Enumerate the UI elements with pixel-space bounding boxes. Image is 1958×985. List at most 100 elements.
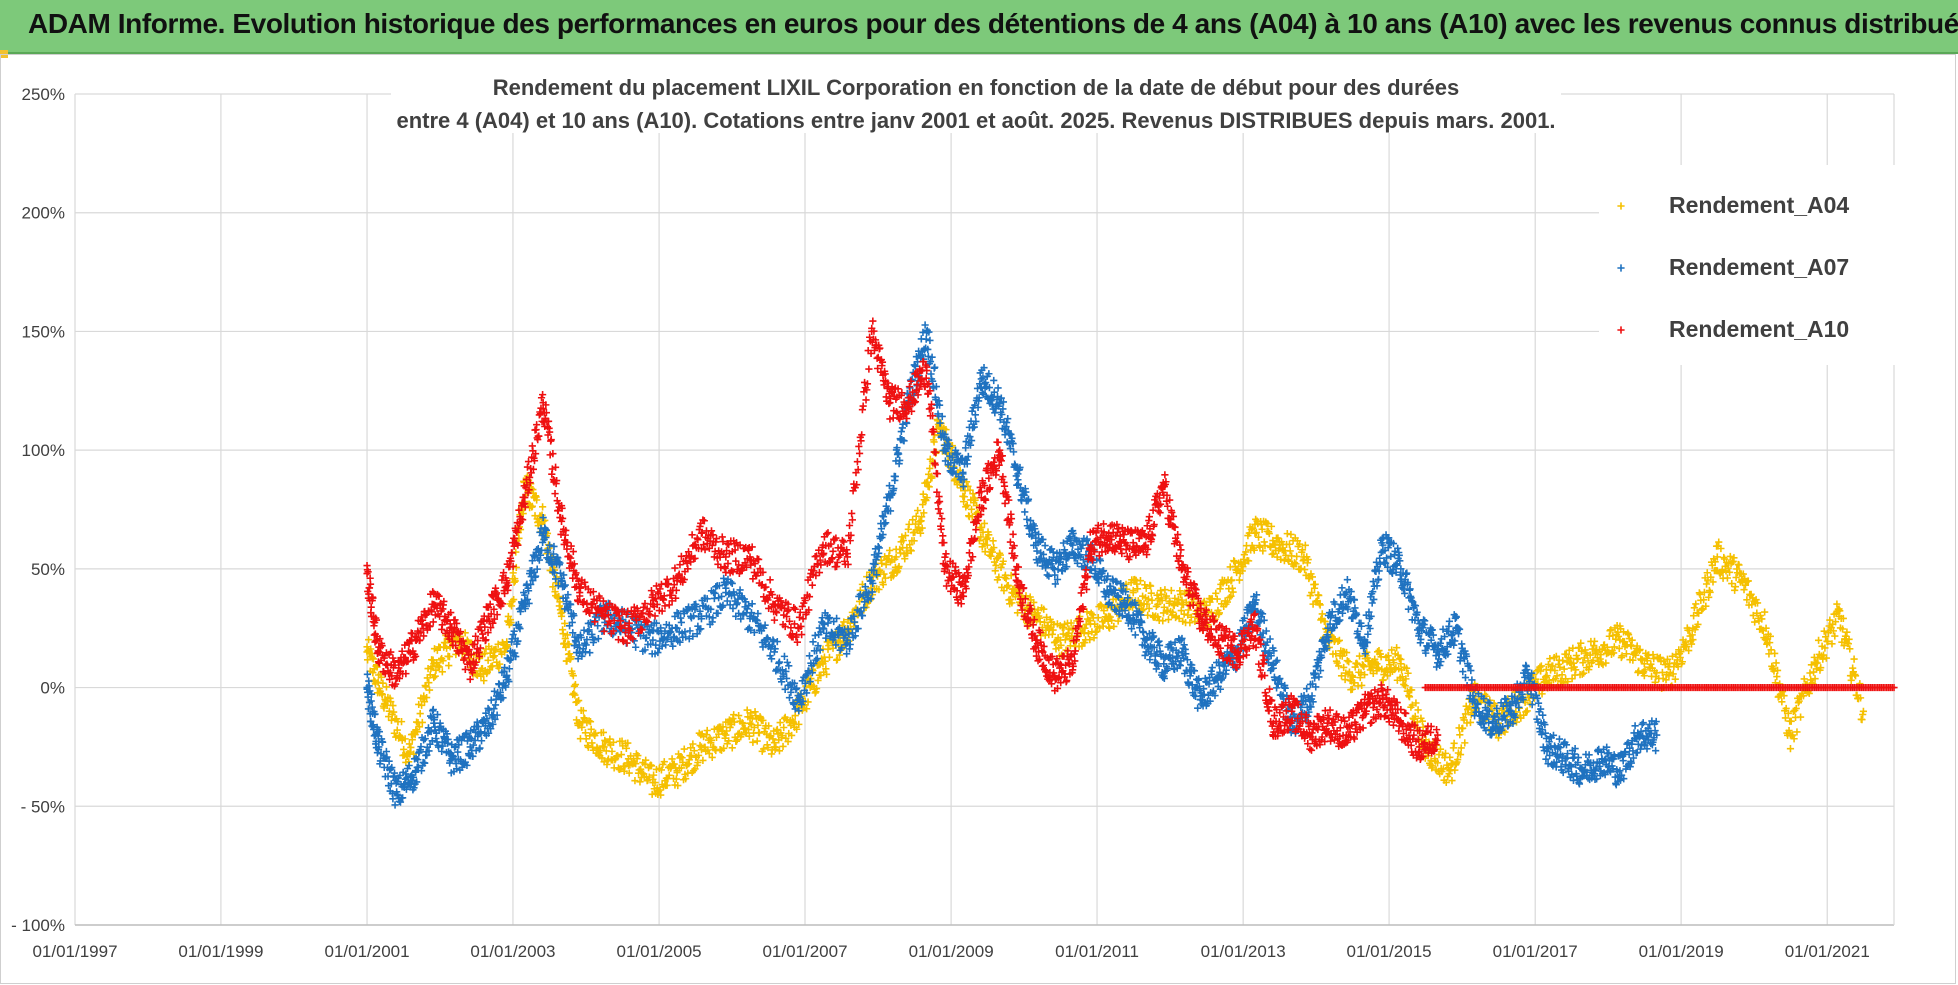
data-point <box>780 652 789 660</box>
data-point <box>1401 682 1409 690</box>
data-point <box>1767 646 1775 654</box>
data-point <box>551 490 559 498</box>
data-point <box>677 753 685 761</box>
data-point <box>811 631 819 640</box>
data-point <box>687 751 696 760</box>
data-point <box>1552 652 1560 660</box>
data-point <box>1751 618 1759 626</box>
data-point <box>1632 651 1640 659</box>
data-point <box>508 549 516 557</box>
data-point <box>1008 599 1016 607</box>
data-point <box>371 710 379 718</box>
data-point <box>726 723 734 732</box>
data-point <box>1740 586 1748 594</box>
data-point <box>541 525 549 533</box>
data-point <box>1249 524 1257 532</box>
data-point <box>1459 724 1467 732</box>
data-point <box>625 769 633 777</box>
data-point <box>1355 652 1364 660</box>
data-point <box>1824 637 1832 646</box>
data-point <box>631 777 639 785</box>
data-point <box>895 563 903 571</box>
data-point <box>1831 618 1840 626</box>
data-point <box>1171 594 1179 602</box>
data-point <box>586 649 594 657</box>
data-point <box>1786 731 1795 739</box>
data-point <box>554 582 562 590</box>
data-point <box>990 544 998 552</box>
data-point <box>493 711 501 719</box>
data-point <box>662 641 670 649</box>
data-point <box>429 705 437 714</box>
data-point <box>536 551 545 559</box>
data-point <box>1154 613 1162 621</box>
data-point <box>1153 591 1161 599</box>
data-point <box>703 726 711 735</box>
data-point <box>742 598 750 606</box>
data-point <box>473 671 481 679</box>
data-point <box>474 723 482 731</box>
data-point <box>1843 628 1851 636</box>
data-point <box>1543 672 1551 680</box>
data-point <box>1400 680 1408 689</box>
data-point <box>692 603 701 611</box>
y-tick-label: 150% <box>22 322 65 341</box>
data-point <box>875 544 883 552</box>
data-point <box>1845 635 1853 643</box>
data-point <box>424 724 433 732</box>
data-point <box>1373 660 1381 668</box>
data-point <box>753 617 761 625</box>
data-point <box>689 740 697 748</box>
data-point <box>503 641 511 649</box>
data-point <box>1358 681 1366 690</box>
data-point <box>1013 609 1022 617</box>
data-point <box>1348 672 1356 680</box>
data-point <box>1541 673 1550 681</box>
data-point <box>1556 663 1564 671</box>
data-point <box>550 542 558 551</box>
data-point <box>1335 662 1343 670</box>
data-point <box>1597 650 1605 659</box>
data-point <box>570 689 578 698</box>
data-point <box>368 654 376 662</box>
data-point <box>985 531 993 539</box>
data-point <box>665 771 673 779</box>
data-point <box>1087 609 1095 617</box>
data-point <box>397 718 406 726</box>
data-point <box>1227 592 1235 600</box>
data-point <box>1096 557 1104 565</box>
data-point <box>1229 588 1237 596</box>
data-point <box>379 738 387 746</box>
data-point <box>1129 589 1137 597</box>
data-point <box>425 686 434 694</box>
data-point <box>1772 659 1780 667</box>
data-point <box>1030 598 1038 607</box>
data-point <box>1146 582 1155 590</box>
data-point <box>634 751 642 760</box>
data-point <box>1781 714 1790 722</box>
data-point <box>754 609 762 618</box>
data-point <box>819 660 827 668</box>
data-point <box>585 626 593 634</box>
data-point <box>391 801 399 809</box>
data-point <box>793 684 801 692</box>
x-tick-label: 01/01/2015 <box>1347 942 1432 961</box>
data-point <box>1822 654 1830 662</box>
data-point <box>1709 578 1717 586</box>
data-point <box>705 613 713 621</box>
data-point <box>569 629 577 637</box>
data-point <box>1551 666 1559 675</box>
data-point <box>686 627 694 635</box>
data-point <box>975 537 984 545</box>
data-point <box>1739 570 1747 578</box>
data-point <box>401 735 409 743</box>
data-point <box>1094 614 1102 622</box>
data-point <box>1357 669 1365 677</box>
data-point <box>463 761 471 769</box>
data-point <box>669 642 677 650</box>
data-point <box>928 474 936 482</box>
data-point <box>1086 636 1094 644</box>
data-point <box>1303 685 1311 693</box>
data-point <box>1007 571 1015 580</box>
data-point <box>423 751 431 759</box>
